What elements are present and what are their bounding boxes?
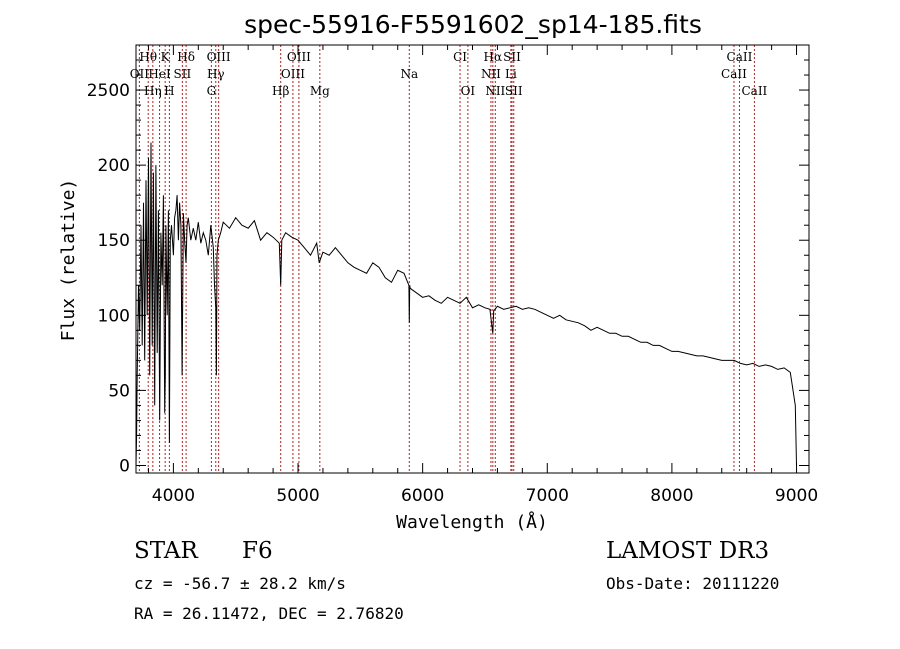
y-tick-label: 2500 [87,81,130,101]
marker-label: CaII [721,67,747,81]
coordinates: RA = 26.11472, DEC = 2.76820 [134,604,404,623]
y-tick-label: 50 [108,381,130,401]
emission-line-markers [138,45,755,473]
x-axis-label: Wavelength (Å) [396,511,548,533]
chart-title: spec-55916-F5591602_sp14-185.fits [244,10,702,39]
x-tick-label: 4000 [152,486,195,506]
marker-label: NII [481,67,501,81]
marker-label: CaII [727,50,753,64]
marker-label: Li [505,67,517,81]
spectrum-line [135,142,797,466]
object-subclass: F6 [242,538,273,564]
marker-label: OII [130,67,150,81]
y-tick-label: 100 [98,306,130,326]
survey-name: LAMOST DR3 [606,538,770,564]
marker-label: HeI [148,67,171,81]
marker-label: NII [485,84,505,98]
obs-date: Obs-Date: 20111220 [606,574,780,593]
marker-label: Hδ [177,50,195,64]
y-tick-label: 0 [119,456,130,476]
object-class: STAR [134,538,198,564]
x-tick-label: 6000 [401,486,444,506]
marker-label: K [161,50,171,64]
y-axis-label: Flux (relative) [58,179,79,342]
marker-label: SII [505,84,523,98]
marker-label: H [164,84,174,98]
marker-label: Hη [144,84,162,98]
marker-label: Na [400,67,418,81]
marker-label: SII [503,50,521,64]
marker-label: OIII [207,50,231,64]
marker-label: Hγ [207,67,225,81]
marker-label: Mg [310,84,330,98]
x-tick-label: 9000 [775,486,818,506]
marker-label: OI [461,84,476,98]
marker-label: OIII [287,50,311,64]
marker-label: Hα [484,50,503,64]
plot-frame [135,44,810,474]
y-tick-label: 150 [98,231,130,251]
marker-label: Hβ [272,84,289,98]
x-tick-label: 8000 [650,486,693,506]
y-axis-ticks: 0 50 100 150 200 2500 [87,59,809,476]
x-tick-label: 7000 [526,486,569,506]
x-tick-label: 5000 [276,486,319,506]
redshift-line: cz = -56.7 ± 28.2 km/s [134,574,346,593]
marker-label: CaII [741,84,767,98]
marker-label: CI [453,50,467,64]
marker-label: Hθ [139,50,157,64]
y-tick-label: 200 [98,156,130,176]
marker-label: G [207,84,217,98]
x-axis-ticks: 4000 5000 6000 7000 8000 9000 [147,45,818,506]
marker-label: SII [174,67,192,81]
marker-label: OIII [281,67,305,81]
